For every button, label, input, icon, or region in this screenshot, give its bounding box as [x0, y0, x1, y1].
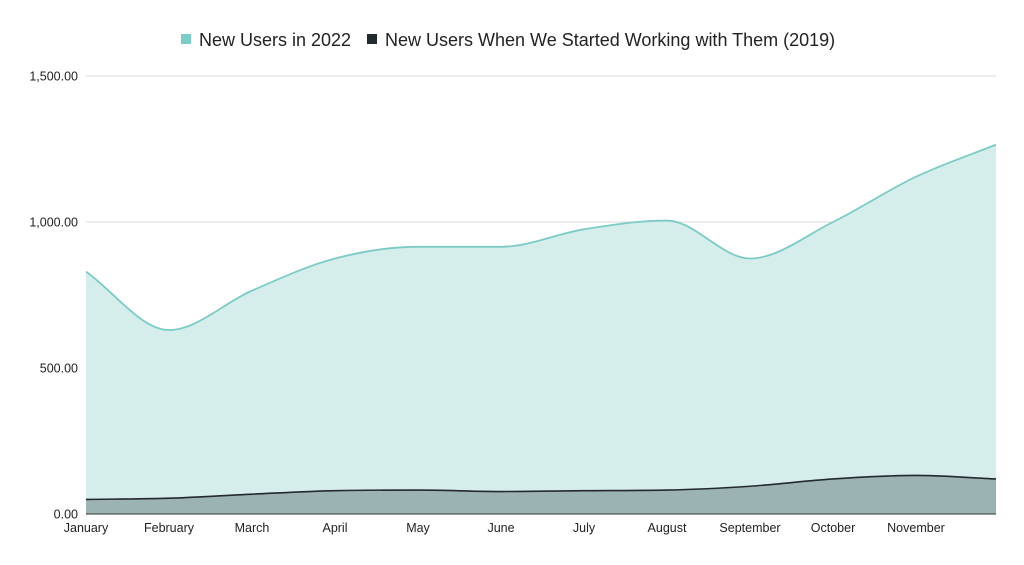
x-tick-label: April [322, 521, 347, 535]
x-tick-label: June [487, 521, 514, 535]
x-tick-label: May [406, 521, 430, 535]
x-tick-label: November [887, 521, 945, 535]
series-line [85, 143, 997, 331]
x-tick-label: July [573, 521, 596, 535]
legend-label-2022: New Users in 2022 [199, 30, 351, 50]
x-tick-label: January [64, 521, 109, 535]
series-line [85, 474, 997, 501]
series-area-fill [86, 144, 996, 514]
series-1 [85, 474, 997, 514]
x-tick-label: March [235, 521, 270, 535]
x-tick-label: February [144, 521, 195, 535]
y-tick-label: 1,000.00 [29, 216, 78, 230]
x-tick-label: August [648, 521, 687, 535]
series-0 [85, 143, 997, 514]
x-tick-label: October [811, 521, 855, 535]
series-areas [85, 143, 997, 515]
y-tick-label: 1,500.00 [29, 70, 78, 84]
y-tick-label: 0.00 [54, 508, 78, 522]
chart-legend: New Users in 2022 New Users When We Star… [181, 30, 835, 50]
legend-label-2019: New Users When We Started Working with T… [385, 30, 835, 50]
y-tick-label: 500.00 [40, 362, 78, 376]
x-tick-label: September [719, 521, 780, 535]
x-axis: January February March April May June July Augu… [64, 521, 945, 535]
legend-swatch-2019 [367, 34, 377, 44]
y-axis: 0.00 500.00 1,000.00 1,500.00 [29, 70, 78, 522]
legend-swatch-2022 [181, 34, 191, 44]
